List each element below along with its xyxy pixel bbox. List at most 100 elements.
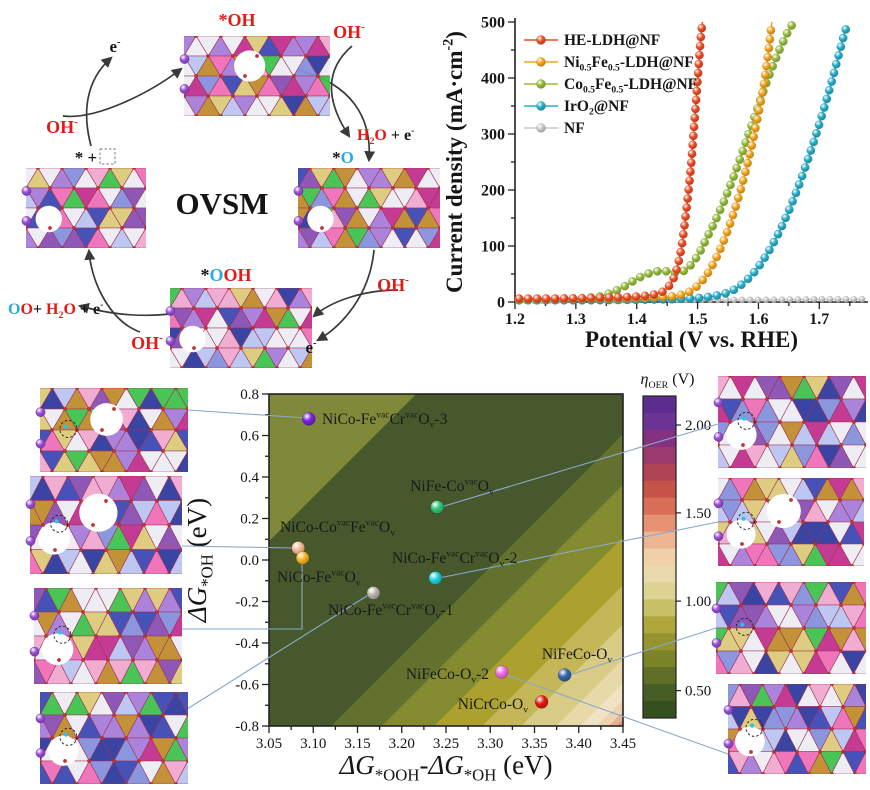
structure-nifeco-ov — [711, 582, 866, 674]
colorbar-segment — [643, 429, 676, 448]
structure-nico-covac-fevac-ov — [25, 476, 182, 574]
lsv-x-tick-label: 1.7 — [809, 311, 829, 328]
series-marker — [841, 25, 851, 34]
oxygen-atom-dot — [739, 649, 743, 653]
series-marker — [741, 167, 750, 177]
intercalated-ion-sphere — [165, 336, 176, 346]
label-oh-bottom-left: OH- — [131, 332, 163, 353]
series-marker — [765, 245, 774, 255]
oxygen-atom-dot — [784, 727, 788, 731]
oxygen-atom-dot — [143, 682, 147, 684]
series-marker — [694, 293, 704, 303]
legend-item-Co0-5Fe0-5-LDH-NF: Co0.5Fe0.5-LDH@NF — [524, 76, 697, 96]
lsv-x-tick-label: 1.5 — [688, 311, 708, 328]
oxygen-atom-dot — [112, 713, 116, 717]
intercalated-ion-sphere — [35, 748, 46, 758]
oxygen-atom-dot — [818, 750, 822, 754]
oxygen-atom-dot — [112, 759, 116, 763]
colorbar-segment — [643, 396, 676, 414]
structure-star-oh — [179, 36, 330, 116]
series-marker — [692, 86, 702, 96]
series-marker — [712, 291, 722, 300]
oxygen-atom-dot — [239, 346, 243, 350]
oxygen-atom-dot — [275, 326, 279, 330]
series-marker — [644, 269, 653, 278]
oxygen-atom-dot — [777, 564, 781, 566]
series-marker — [736, 185, 746, 194]
ovsm-cycle-panel: *OH OH- H2O + e-*O OH-e- *OOH OO+ H2O + e- OH-… — [8, 10, 440, 368]
series-marker — [721, 289, 730, 298]
oxygen-atom-dot — [852, 626, 856, 630]
oxygen-atom-dot — [168, 588, 172, 590]
oxygen-atom-dot — [850, 564, 854, 566]
oxygen-atom-dot — [155, 610, 159, 614]
lsv-y-tick-label: 200 — [481, 183, 505, 200]
oxygen-atom-dot — [852, 582, 856, 584]
oxygen-atom-dot — [403, 206, 407, 210]
oxygen-atom-dot — [332, 206, 336, 210]
oxygen-atom-dot — [180, 366, 184, 368]
oxygen-atom-dot — [738, 727, 742, 731]
oxygen-atom-dot — [186, 449, 188, 453]
oxygen-atom-dot — [728, 520, 732, 524]
oxygen-atom-dot — [826, 520, 830, 524]
oxygen-atom-dot — [30, 548, 32, 552]
colorbar-segment — [643, 616, 676, 634]
oxygen-atom-dot — [267, 36, 271, 38]
oxygen-atom-dot — [180, 548, 182, 552]
volcano-x-tick-label: 3.15 — [344, 736, 370, 752]
series-marker — [775, 45, 784, 54]
oxygen-atom-dot — [129, 548, 133, 552]
oxygen-atom-dot — [292, 74, 296, 78]
oxygen-atom-dot — [41, 572, 45, 574]
data-point-sphere — [430, 500, 444, 514]
oxygen-atom-dot — [255, 94, 259, 98]
oxygen-atom-dot — [118, 682, 122, 684]
volcano-x-tick-label: 3.30 — [477, 736, 503, 752]
oxygen-atom-dot — [118, 588, 122, 590]
oxygen-atom-dot — [168, 682, 172, 684]
label-star-vacancy: * + — [75, 148, 97, 167]
oxygen-atom-dot — [94, 682, 98, 684]
oxygen-atom-dot — [716, 649, 718, 653]
oxygen-atom-dot — [830, 727, 834, 731]
series-marker — [712, 252, 721, 262]
oxygen-atom-dot — [44, 682, 48, 684]
series-marker — [731, 202, 740, 211]
series-marker — [791, 188, 801, 198]
oxygen-atom-dot — [149, 470, 153, 472]
lsv-y-tick-label: 0 — [497, 295, 505, 312]
intercalated-ion-sphere — [25, 536, 36, 546]
oxygen-atom-dot — [320, 186, 324, 190]
series-marker — [786, 296, 794, 303]
series-marker — [541, 294, 551, 303]
oxygen-atom-dot — [149, 782, 153, 784]
oxygen-atom-dot — [81, 658, 85, 662]
oxygen-atom-dot — [267, 74, 271, 78]
series-marker — [822, 94, 832, 104]
intercalated-ion-sphere — [21, 216, 32, 226]
oxygen-atom-dot — [813, 542, 817, 546]
volcano-x-tick-label: 3.40 — [566, 736, 592, 752]
structure-connector-line — [182, 563, 303, 630]
lsv-y-tick-label: 500 — [481, 15, 505, 32]
series-marker — [690, 113, 700, 123]
series-marker — [696, 246, 705, 255]
series-marker — [785, 205, 794, 214]
series-marker — [719, 197, 729, 206]
oxygen-atom-dot — [263, 346, 267, 350]
label-e-bottom: e- — [305, 338, 317, 357]
oxygen-atom-dot — [343, 226, 347, 230]
oxygen-atom-dot — [100, 782, 104, 784]
series-marker — [842, 296, 850, 303]
series-marker — [763, 52, 772, 62]
oxygen-atom-dot — [174, 428, 178, 432]
scatter-point-NiCo-Fe-vac-Cr-vac-Ov-1: NiCo-FevacCrvacOv-1 — [328, 586, 453, 622]
oxygen-atom-dot — [63, 449, 67, 453]
oxygen-atom-dot — [194, 74, 198, 78]
oxygen-atom-dot — [155, 499, 159, 503]
oxygen-atom-dot — [316, 74, 320, 78]
oxygen-atom-dot — [778, 376, 782, 378]
series-marker — [652, 267, 662, 276]
